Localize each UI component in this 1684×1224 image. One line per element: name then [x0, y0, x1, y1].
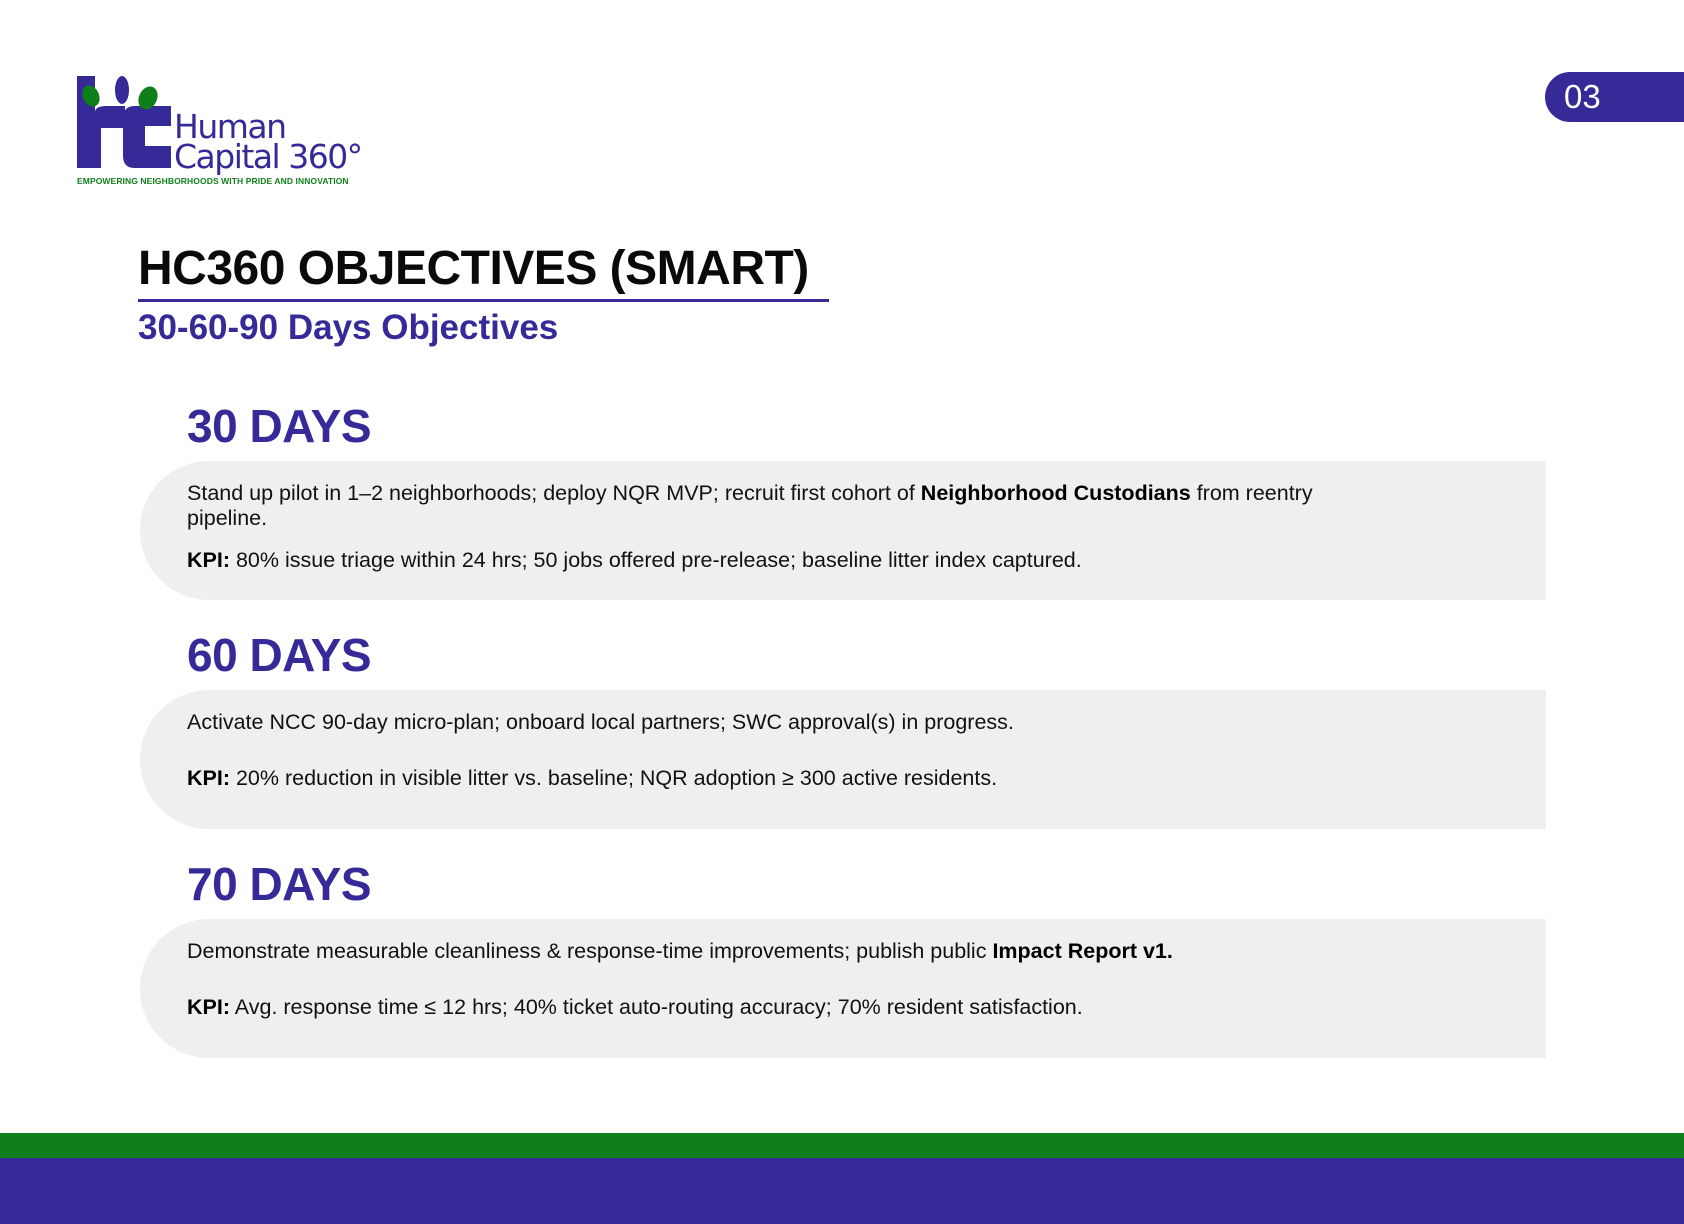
objective-description: Stand up pilot in 1–2 neighborhoods; dep…: [187, 481, 1337, 531]
brand-logo: Human Capital 360° EMPOWERING NEIGHBORHO…: [77, 76, 377, 191]
section-heading-70-days: 70 DAYS: [187, 858, 372, 910]
title-underline: [138, 299, 829, 302]
page-subtitle: 30-60-90 Days Objectives: [138, 308, 559, 347]
objective-card-70-days: Demonstrate measurable cleanliness & res…: [140, 919, 1546, 1058]
objective-card-60-days: Activate NCC 90-day micro-plan; onboard …: [140, 690, 1546, 829]
kpi-text: Avg. response time ≤ 12 hrs; 40% ticket …: [230, 995, 1083, 1019]
kpi-line: KPI: 20% reduction in visible litter vs.…: [187, 766, 1337, 791]
brand-name-line1: Human: [174, 107, 287, 146]
brand-name-line2: Capital 360°: [174, 137, 363, 176]
objective-description: Activate NCC 90-day micro-plan; onboard …: [187, 710, 1337, 735]
page-title: HC360 OBJECTIVES (SMART): [138, 242, 809, 295]
kpi-text: 80% issue triage within 24 hrs; 50 jobs …: [230, 548, 1082, 572]
description-text: Demonstrate measurable cleanliness & res…: [187, 939, 993, 963]
objective-description: Demonstrate measurable cleanliness & res…: [187, 939, 1337, 964]
kpi-label: KPI:: [187, 995, 230, 1019]
page-number-badge: 03: [1545, 72, 1684, 122]
kpi-line: KPI: 80% issue triage within 24 hrs; 50 …: [187, 548, 1337, 573]
footer-green-bar: [0, 1133, 1684, 1158]
description-text: Activate NCC 90-day micro-plan; onboard …: [187, 710, 1014, 734]
kpi-label: KPI:: [187, 766, 230, 790]
kpi-line: KPI: Avg. response time ≤ 12 hrs; 40% ti…: [187, 995, 1337, 1020]
footer-purple-bar: [0, 1158, 1684, 1224]
hc-logo-mark-icon: [77, 76, 171, 168]
description-highlight: Neighborhood Custodians: [920, 481, 1191, 505]
brand-tagline: EMPOWERING NEIGHBORHOODS WITH PRIDE AND …: [77, 176, 349, 186]
description-text: Stand up pilot in 1–2 neighborhoods; dep…: [187, 481, 921, 505]
description-highlight: Impact Report v1.: [992, 939, 1173, 963]
brand-name: Human Capital 360°: [174, 107, 363, 176]
kpi-text: 20% reduction in visible litter vs. base…: [230, 766, 998, 790]
section-heading-60-days: 60 DAYS: [187, 629, 372, 681]
section-heading-30-days: 30 DAYS: [187, 400, 372, 452]
objective-card-30-days: Stand up pilot in 1–2 neighborhoods; dep…: [140, 461, 1546, 600]
kpi-label: KPI:: [187, 548, 230, 572]
description-text-end: from reentry pipeline.: [187, 481, 1313, 530]
